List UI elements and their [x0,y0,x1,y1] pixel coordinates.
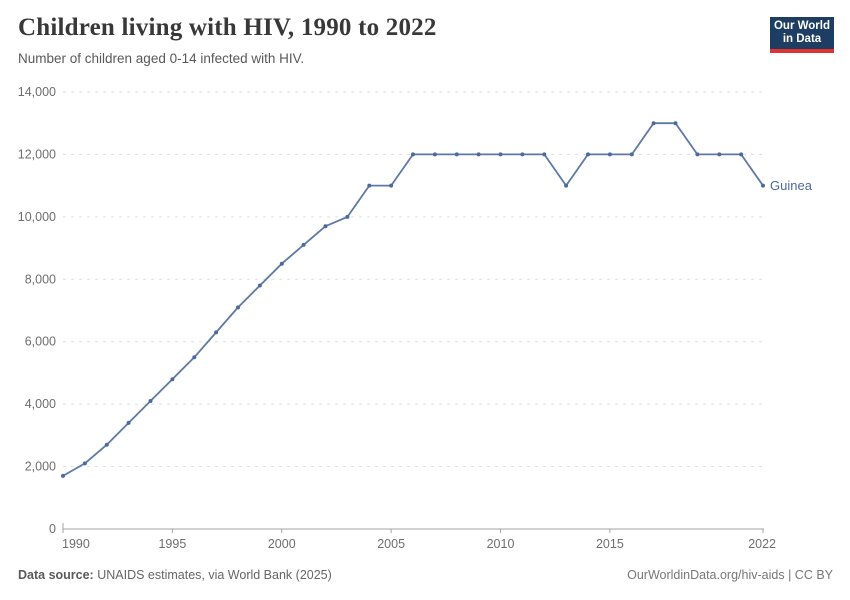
data-point [717,152,722,157]
chart-footer: Data source: UNAIDS estimates, via World… [18,568,833,582]
series-line [62,122,764,477]
data-point [629,152,634,157]
owid-logo-redbar [770,49,834,53]
y-axis-tick-label: 10,000 [18,210,56,224]
data-point [607,152,612,157]
data-point [389,183,394,188]
data-point [126,420,131,425]
data-point [586,152,590,157]
data-point [432,152,437,157]
data-point [61,473,65,478]
data-point [476,152,481,157]
data-point [192,355,197,360]
data-point [170,377,175,382]
y-axis-tick-label: 0 [49,522,56,536]
data-point [367,183,372,188]
x-axis-tick-label: 2010 [487,537,515,551]
x-axis-tick-label: 2000 [268,537,296,551]
data-point [301,242,306,247]
data-source-text: UNAIDS estimates, via World Bank (2025) [93,568,332,582]
data-point [214,330,219,335]
data-point [651,121,656,126]
y-axis-tick-label: 14,000 [18,85,56,99]
data-point [82,461,87,466]
x-axis-tick-label: 2015 [596,537,624,551]
data-point [498,152,503,157]
owid-logo: Our World in Data [770,17,834,53]
data-point [323,224,328,229]
data-source-label: Data source: [18,568,94,582]
data-point [345,214,350,219]
data-point [739,152,744,157]
x-axis-tick-label: 1990 [62,537,90,551]
data-point [236,305,240,310]
data-point [454,152,459,157]
x-axis-tick-label: 1995 [158,537,186,551]
data-point [104,442,109,447]
series-end-label: Guinea [770,178,813,193]
owid-logo-text: Our World in Data [770,17,834,49]
y-axis-tick-label: 2,000 [25,460,56,474]
credit-line: OurWorldinData.org/hiv-aids | CC BY [627,568,833,582]
data-point [542,152,547,157]
data-point [564,183,569,188]
data-point [411,152,415,157]
y-axis-tick-label: 12,000 [18,147,56,161]
page-title: Children living with HIV, 1990 to 2022 [18,14,437,41]
y-axis-tick-label: 4,000 [25,397,56,411]
data-point [673,121,678,126]
data-point [695,152,700,157]
data-source: Data source: UNAIDS estimates, via World… [18,568,332,582]
x-axis-tick-label: 2022 [748,537,776,551]
data-point [520,152,525,157]
data-point [761,183,765,188]
chart-subtitle: Number of children aged 0-14 infected wi… [18,51,305,66]
y-axis-tick-label: 6,000 [25,335,56,349]
data-point [257,283,262,288]
data-point [279,261,284,266]
data-point [148,399,153,403]
x-axis-tick-label: 2005 [377,537,405,551]
y-axis-tick-label: 8,000 [25,272,56,286]
